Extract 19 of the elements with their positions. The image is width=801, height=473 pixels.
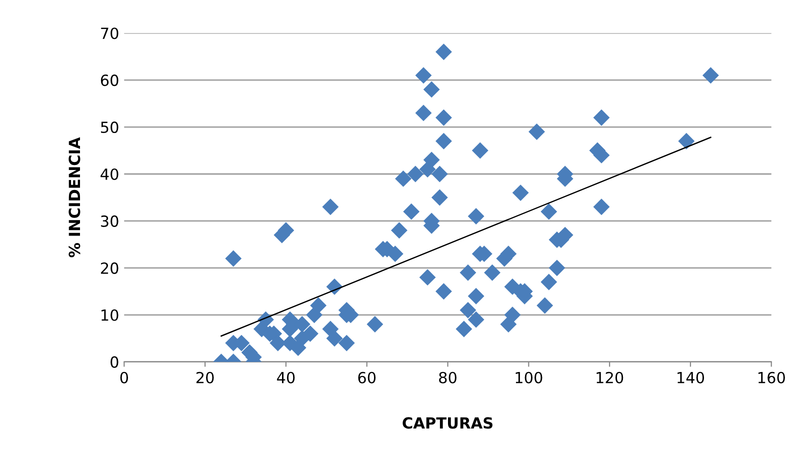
- x-tick-label: 160: [758, 372, 785, 384]
- y-tick-label: 40: [100, 168, 118, 180]
- y-tick-label: 20: [100, 262, 118, 274]
- y-tick-label: 50: [101, 122, 118, 134]
- x-tick-label: 100: [516, 372, 542, 384]
- y-axis-title: % INCIDENCIA: [68, 137, 80, 258]
- x-tick-label: 20: [196, 372, 214, 384]
- x-tick-label: 140: [678, 372, 704, 384]
- x-tick-label: 80: [439, 372, 456, 384]
- y-tick-label: 0: [110, 356, 118, 368]
- x-axis-title: CAPTURAS: [402, 417, 492, 429]
- x-tick-label: 0: [120, 372, 128, 384]
- x-tick-label: 60: [358, 372, 376, 384]
- x-tick-label: 40: [276, 372, 295, 384]
- y-tick-label: 30: [101, 215, 118, 227]
- y-tick-label: 10: [102, 309, 118, 321]
- y-tick-label: 70: [101, 28, 118, 40]
- y-tick-label: 60: [100, 74, 118, 86]
- x-tick-label: 120: [596, 372, 624, 384]
